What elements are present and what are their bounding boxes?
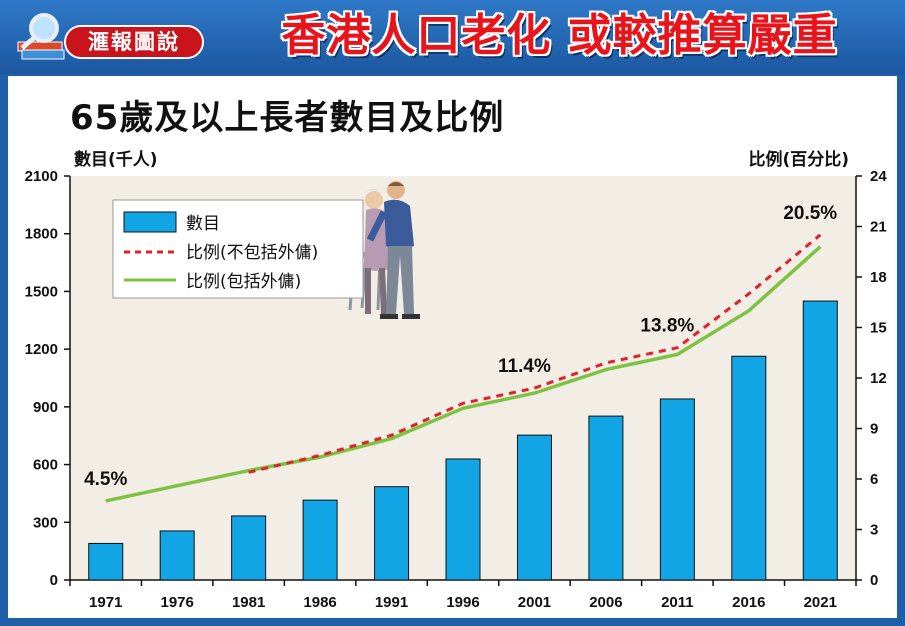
bar [159,530,195,581]
headline: 香港人口老化 或較推算嚴重 [281,10,838,61]
x-tick-label: 2021 [804,594,837,611]
y-tick-label-left: 0 [50,572,58,589]
chart-title: 65歲及以上長者數目及比例 [70,98,505,138]
y-tick-label-right: 0 [870,572,878,589]
y-axis-label-left: 數目(千人) [74,150,158,170]
data-label: 20.5% [783,203,837,224]
x-tick-label: 1991 [375,594,408,611]
legend-label-incl: 比例(包括外傭) [186,272,301,292]
x-tick-label: 1986 [303,594,336,611]
bar [731,355,767,581]
bar [588,415,624,581]
y-tick-label-right: 15 [870,320,887,337]
y-axis-label-right: 比例(百分比) [748,150,849,170]
x-tick-label: 2001 [518,594,551,611]
y-tick-label-right: 12 [870,370,887,387]
y-tick-label-left: 1800 [25,226,58,243]
badge: 滙報圖說 [64,25,204,59]
bar [88,542,124,581]
y-tick-label-right: 3 [870,522,878,539]
x-tick-label: 2006 [589,594,622,611]
y-tick-label-right: 9 [870,421,878,438]
bar [374,486,410,581]
x-tick-label: 1981 [232,594,265,611]
legend-label-excl: 比例(不包括外傭) [186,243,318,263]
data-label: 4.5% [84,469,127,490]
bar [302,499,338,581]
bar [231,515,267,581]
x-tick-label: 2011 [661,594,694,611]
data-label: 11.4% [498,356,551,377]
y-tick-label-left: 900 [33,399,58,416]
magnifier-books-icon [17,13,65,60]
data-label: 13.8% [640,316,694,337]
x-tick-label: 1971 [89,594,122,611]
elderly-couple-illustration [348,181,420,319]
y-tick-label-left: 300 [33,514,58,531]
plot-area: 0 300 600 900 1200 1500 1800 2100 0 3 6 9 12 15 18 21 24… [25,168,888,611]
x-tick-label: 1996 [446,594,479,611]
y-tick-label-right: 18 [870,269,887,286]
legend: 數目 比例(不包括外傭) 比例(包括外傭) [112,199,364,299]
x-tick-label: 2016 [732,594,765,611]
y-tick-label-right: 6 [870,471,878,488]
y-tick-label-right: 21 [870,219,887,236]
legend-swatch-count [123,211,177,233]
bar [445,458,481,581]
bar [802,300,838,581]
x-tick-label: 1976 [160,594,193,611]
y-tick-label-right: 24 [870,168,887,185]
series-line-incl [105,245,822,503]
y-tick-label-left: 600 [33,457,58,474]
y-tick-label-left: 1200 [25,341,58,358]
bar [516,434,552,581]
y-tick-label-left: 2100 [25,168,58,185]
series-line-excl [248,233,822,474]
bar [659,398,695,581]
y-tick-label-left: 1500 [25,283,58,300]
legend-label-count: 數目 [186,214,220,234]
